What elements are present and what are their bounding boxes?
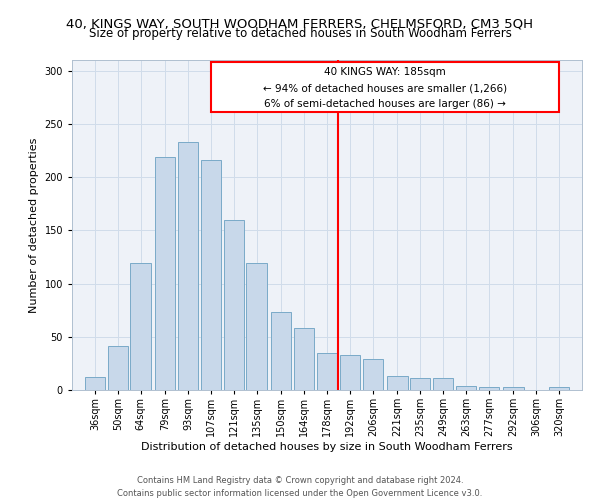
Bar [549,387,569,390]
Bar [130,264,151,390]
Text: 40, KINGS WAY, SOUTH WOODHAM FERRERS, CHELMSFORD, CM3 5QH: 40, KINGS WAY, SOUTH WOODHAM FERRERS, CH… [67,18,533,30]
Bar [294,328,314,390]
Bar [362,359,383,390]
Text: 40 KINGS WAY: 185sqm: 40 KINGS WAY: 185sqm [324,66,446,76]
Bar [107,346,128,390]
Y-axis label: Number of detached properties: Number of detached properties [29,138,39,312]
Bar [224,220,244,390]
Bar [387,376,407,390]
Text: ← 94% of detached houses are smaller (1,266): ← 94% of detached houses are smaller (1,… [263,83,507,93]
Bar [247,264,267,390]
Bar [317,352,337,390]
Bar [433,378,453,390]
Bar [340,355,360,390]
Bar [178,142,198,390]
Bar [201,160,221,390]
Bar [271,312,292,390]
Bar [410,378,430,390]
Bar [456,386,476,390]
Bar [155,157,175,390]
Bar [479,387,499,390]
Bar [503,387,524,390]
Text: Contains HM Land Registry data © Crown copyright and database right 2024.
Contai: Contains HM Land Registry data © Crown c… [118,476,482,498]
Text: 6% of semi-detached houses are larger (86) →: 6% of semi-detached houses are larger (8… [264,98,506,108]
Text: Size of property relative to detached houses in South Woodham Ferrers: Size of property relative to detached ho… [89,28,511,40]
Bar [85,377,105,390]
FancyBboxPatch shape [211,62,559,112]
X-axis label: Distribution of detached houses by size in South Woodham Ferrers: Distribution of detached houses by size … [141,442,513,452]
